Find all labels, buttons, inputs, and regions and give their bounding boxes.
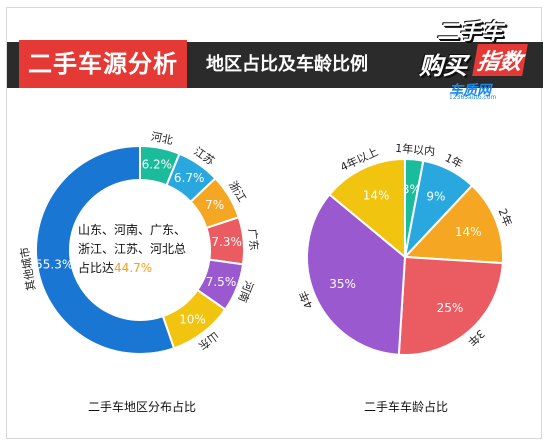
pie-value-label-2: 14% — [455, 225, 482, 239]
donut-center-label: 山东、河南、广东、浙江、江苏、河北总占比达44.7% — [78, 221, 188, 278]
pie-value-label-0: 3% — [402, 182, 421, 196]
logo-url: 12365auto.com — [449, 94, 497, 101]
page-title: 二手车源分析 — [19, 40, 187, 88]
donut-value-label-0: 6.2% — [142, 158, 173, 172]
pie-slice-2 — [402, 184, 504, 265]
donut-category-label-0: 河北 — [150, 130, 174, 147]
pie-value-label-3: 25% — [437, 301, 464, 315]
pie-value-label-4: 35% — [329, 277, 356, 291]
donut-value-label-3: 7.3% — [211, 235, 242, 249]
donut-center-text: 山东、河南、广东、浙江、江苏、河北总占比达 — [78, 223, 187, 275]
logo-line2: 购买 — [419, 52, 467, 80]
pie-chart-caption: 二手车车龄占比 — [364, 400, 449, 414]
donut-value-label-4: 7.5% — [206, 275, 237, 289]
page-subtitle: 地区占比及车龄比例 — [206, 54, 368, 75]
pie-category-label-2: 2年 — [496, 206, 516, 228]
pie-category-label-0: 1年以内 — [395, 141, 436, 159]
pie-slice-5 — [328, 157, 406, 260]
pie-value-label-5: 14% — [363, 188, 390, 202]
donut-value-label-2: 7% — [205, 198, 224, 212]
pie-slice-4 — [306, 193, 407, 356]
donut-slice-6 — [35, 144, 176, 355]
brand-logo: 二手车 购买 指数 车质网 12365auto.com — [415, 8, 535, 101]
logo-site-name: 车质网 — [449, 83, 491, 99]
donut-value-label-5: 10% — [179, 312, 206, 326]
donut-value-label-1: 6.7% — [174, 171, 205, 185]
pie-value-label-1: 9% — [426, 189, 445, 203]
donut-center-value: 44.7% — [114, 261, 153, 275]
pie-slice-3 — [397, 255, 504, 356]
logo-line1: 二手车 — [436, 20, 503, 45]
donut-chart-caption: 二手车地区分布占比 — [88, 400, 197, 414]
pie-category-label-4: 4年 — [296, 289, 316, 311]
donut-category-label-3: 广东 — [246, 228, 261, 251]
donut-value-label-6: 55.3% — [35, 257, 73, 271]
